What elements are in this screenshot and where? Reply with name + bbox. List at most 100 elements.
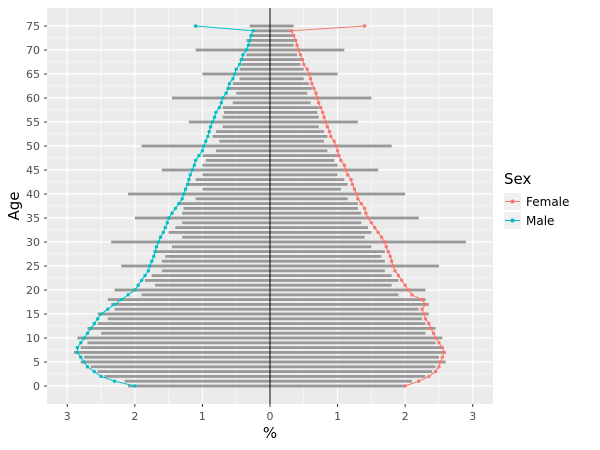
bar-female [270,274,392,277]
bar-male [249,24,270,28]
bar-male [77,336,270,340]
bar-male [239,77,270,81]
bar-female [270,279,399,282]
bar-female [270,307,419,311]
bar-female [270,63,301,66]
bar-female [270,58,303,61]
bar-female [270,259,385,263]
svg-text:0: 0 [33,380,40,393]
bar-female [270,163,338,167]
bar-female [270,48,345,52]
bar-male [128,384,270,388]
bar-female [270,221,362,225]
bar-female [270,250,385,253]
svg-text:15: 15 [26,308,40,321]
bar-female [270,173,338,177]
svg-text:5: 5 [33,356,40,369]
bar-male [188,120,270,124]
bar-male [224,111,270,114]
bar-female [270,336,443,340]
bar-male [249,43,270,47]
bar-male [107,317,271,321]
bar-female [270,29,291,33]
bar-male [202,187,270,191]
bar-male [222,125,270,129]
svg-text:3: 3 [469,410,476,423]
bar-male [178,202,270,205]
bar-female [270,125,319,129]
bar-male [74,351,270,354]
bar-female [270,178,345,181]
legend-label-female: Female [526,194,570,209]
bar-female [270,240,466,244]
bar-female [270,269,385,273]
svg-text:30: 30 [26,236,40,249]
bar-male [168,231,270,234]
bar-male [249,34,270,37]
bar-male [87,327,270,330]
bar-female [270,168,379,172]
bar-male [151,274,270,277]
bar-female [270,202,358,205]
bar-female [270,231,372,234]
bar-male [182,235,270,239]
bar-female [270,115,319,119]
bar-male [232,101,270,105]
bar-male [141,293,270,297]
bar-male [111,303,271,306]
bar-male [202,173,270,177]
bar-female [270,154,338,157]
bar-female [270,370,433,373]
svg-text:0: 0 [267,410,274,423]
bar-female [270,355,439,359]
bar-male [239,58,270,61]
bar-male [215,149,270,153]
bar-female [270,106,319,109]
bar-male [195,178,270,181]
bar-male [172,245,270,249]
bar-male [155,283,270,287]
bar-male [239,67,270,71]
bar-female [270,43,294,47]
bar-male [241,63,270,66]
bar-male [161,168,270,172]
x-axis-title: % [262,424,278,442]
legend-key-male-icon [504,212,521,229]
bar-female [270,139,325,143]
bar-male [124,379,270,383]
svg-text:10: 10 [26,332,40,345]
bar-female [270,183,348,186]
svg-text:75: 75 [26,20,40,33]
bar-male [161,259,270,263]
bar-female [270,312,429,316]
legend-entry-female: Female [504,193,569,210]
bar-male [97,370,270,373]
bar-female [270,226,368,229]
male-points [75,24,255,388]
bar-male [182,221,270,225]
svg-text:50: 50 [26,140,40,153]
legend-title: Sex [504,170,532,188]
age-bars [74,24,466,388]
bar-female [270,135,328,138]
bar-male [219,139,270,143]
bar-female [270,360,446,364]
bar-female [270,101,311,105]
y-axis-title: Age [5,191,23,221]
bar-male [80,346,271,349]
bar-female [270,235,365,239]
bar-female [270,130,325,133]
bar-female [270,288,426,292]
bar-female [270,293,399,297]
bar-male [84,355,271,359]
svg-text:70: 70 [26,44,40,57]
bar-female [270,331,426,335]
female-points [289,24,447,388]
bar-male [101,331,270,335]
legend-key-female-icon [504,193,521,210]
bar-female [270,144,392,148]
bar-female [270,96,372,100]
bar-female [270,365,436,369]
svg-text:65: 65 [26,68,40,81]
